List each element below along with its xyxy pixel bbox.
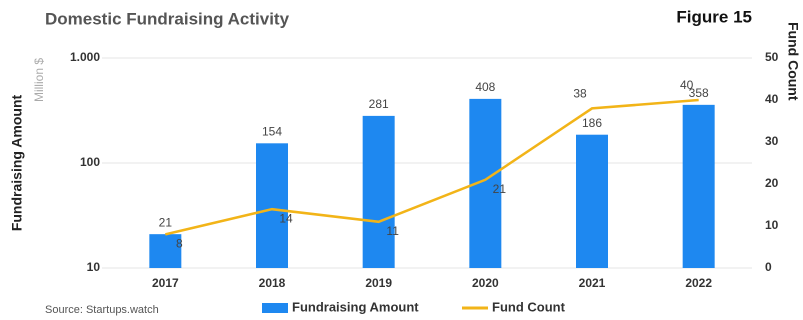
y-tick-label: 100 bbox=[80, 155, 100, 169]
bar-value-label: 186 bbox=[582, 116, 602, 130]
bar-value-label: 154 bbox=[262, 124, 282, 138]
legend-label: Fundraising Amount bbox=[292, 299, 419, 314]
bar-value-label: 21 bbox=[159, 215, 173, 229]
x-tick-label: 2021 bbox=[579, 276, 606, 290]
y2-tick-label: 50 bbox=[765, 50, 779, 64]
y-tick-label: 1.000 bbox=[70, 50, 100, 64]
line-value-label: 14 bbox=[279, 211, 293, 225]
legend-swatch bbox=[262, 303, 288, 313]
x-tick-label: 2020 bbox=[472, 276, 499, 290]
source-note: Source: Startups.watch bbox=[45, 304, 159, 316]
y-tick-label: 10 bbox=[87, 260, 101, 274]
y2-tick-label: 0 bbox=[765, 260, 772, 274]
bar bbox=[362, 115, 395, 268]
x-tick-label: 2018 bbox=[259, 276, 286, 290]
bar bbox=[682, 104, 715, 268]
x-tick-label: 2022 bbox=[685, 276, 712, 290]
bar bbox=[576, 134, 608, 268]
bar-value-label: 358 bbox=[689, 86, 709, 100]
line-value-label: 8 bbox=[176, 237, 183, 251]
bar-value-label: 281 bbox=[369, 97, 389, 111]
y-axis-label: Fundraising Amount bbox=[9, 94, 25, 231]
bar bbox=[256, 143, 288, 268]
bar bbox=[149, 234, 182, 268]
x-tick-label: 2019 bbox=[365, 276, 392, 290]
chart-title: Domestic Fundraising Activity bbox=[45, 9, 290, 28]
x-tick-label: 2017 bbox=[152, 276, 179, 290]
y2-axis-label: Fund Count bbox=[785, 22, 801, 101]
y2-tick-label: 20 bbox=[765, 176, 779, 190]
y-axis-unit: Million $ bbox=[32, 58, 46, 102]
line-value-label: 21 bbox=[493, 182, 507, 196]
line-value-label: 38 bbox=[573, 87, 587, 101]
bar-value-label: 408 bbox=[475, 80, 495, 94]
legend-label: Fund Count bbox=[492, 299, 566, 314]
y2-tick-label: 30 bbox=[765, 134, 779, 148]
y2-tick-label: 10 bbox=[765, 218, 779, 232]
figure-label: Figure 15 bbox=[676, 7, 752, 26]
line-value-label: 11 bbox=[386, 224, 399, 238]
y2-tick-label: 40 bbox=[765, 92, 779, 106]
line-value-label: 40 bbox=[680, 78, 694, 92]
line bbox=[165, 98, 699, 236]
